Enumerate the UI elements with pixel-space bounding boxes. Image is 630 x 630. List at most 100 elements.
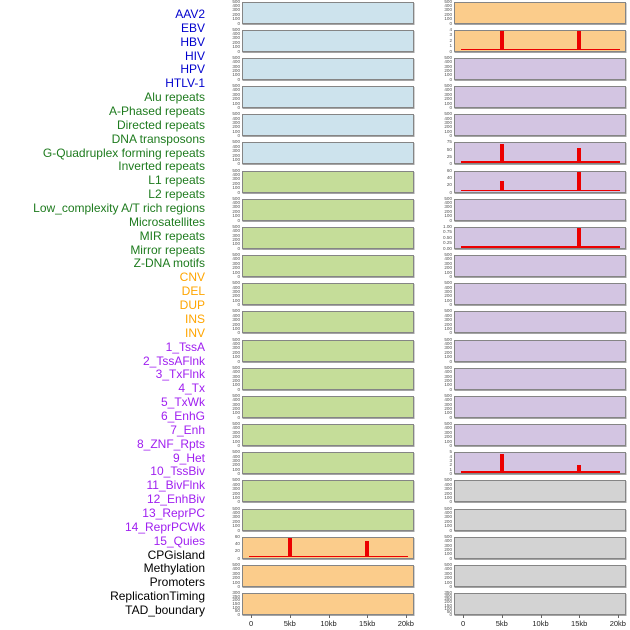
x-tick-label: 5kb: [495, 619, 508, 628]
density-panel: [454, 367, 626, 390]
y-tick-label: 0: [237, 527, 240, 533]
signal-spike: [577, 172, 581, 192]
feature-label: L2 repeats: [148, 187, 205, 202]
feature-label: 13_ReprPC: [142, 505, 205, 520]
density-panel: [454, 86, 626, 108]
y-tick-label: 500: [232, 364, 240, 370]
y-tick-label: 500: [232, 392, 240, 398]
y-tick-label: 0: [237, 414, 240, 420]
x-tick-mark: [328, 614, 330, 618]
feature-label: L1 repeats: [148, 173, 205, 188]
y-tick-label: 200: [232, 434, 240, 440]
y-tick-label: 100: [232, 185, 240, 191]
y-tick-label: 100: [444, 325, 452, 331]
density-panel: [242, 142, 414, 165]
signal-baseline: [460, 471, 621, 473]
y-tick-label: 100: [444, 523, 452, 529]
y-tick-label: 200: [232, 124, 240, 130]
x-tick-mark: [251, 614, 253, 618]
density-panel: [242, 339, 414, 362]
y-tick-label: 50: [234, 608, 240, 614]
y-tick-label: 0: [237, 217, 240, 223]
feature-label: HPV: [180, 62, 205, 77]
y-tick-label: 300: [444, 204, 452, 210]
y-tick-label: 400: [232, 228, 240, 234]
density-panel: [242, 536, 414, 559]
y-tick-label: 60: [446, 167, 452, 173]
signal-spike: [577, 464, 581, 473]
x-tick-mark: [617, 614, 619, 618]
y-tick-label: 500: [444, 0, 452, 4]
density-panel: [242, 508, 414, 531]
y-tick-label: 500: [232, 139, 240, 145]
x-tick-label: 10kb: [532, 619, 549, 628]
y-tick-label: 400: [444, 2, 452, 8]
y-tick-label: 50: [446, 608, 452, 614]
y-tick-label: 250: [232, 593, 240, 599]
y-tick-label: 3: [449, 32, 452, 38]
y-tick-label: 500: [444, 252, 452, 258]
y-tick-label: 300: [232, 148, 240, 154]
y-tick-label: 200: [232, 39, 240, 45]
y-tick-label: 400: [444, 538, 452, 544]
y-tick-label: 300: [232, 570, 240, 576]
y-tick-label: 200: [232, 96, 240, 102]
y-tick-label: 0: [449, 189, 452, 195]
y-tick-label: 2: [449, 462, 452, 468]
y-tick-label: 0: [449, 386, 452, 392]
y-tick-label: 100: [232, 354, 240, 360]
y-tick-label: 20: [446, 182, 452, 188]
y-tick-label: 200: [232, 575, 240, 581]
signal-baseline: [460, 48, 621, 51]
y-tick-label: 100: [232, 297, 240, 303]
density-panel: [242, 452, 414, 475]
y-tick-label: 2: [449, 37, 452, 43]
y-tick-label: 500: [232, 477, 240, 483]
y-tick-label: 200: [444, 377, 452, 383]
signal-spike: [500, 143, 504, 163]
y-tick-label: 400: [444, 340, 452, 346]
y-tick-label: 100: [232, 382, 240, 388]
y-tick-label: 100: [232, 410, 240, 416]
y-tick-label: 100: [232, 100, 240, 106]
y-tick-label: 200: [232, 208, 240, 214]
y-tick-label: 300: [232, 345, 240, 351]
feature-label: CPGisland: [147, 547, 205, 562]
y-tick-label: 100: [444, 410, 452, 416]
y-tick-label: 400: [444, 87, 452, 93]
y-tick-label: 300: [444, 486, 452, 492]
y-tick-label: 200: [444, 11, 452, 17]
y-tick-label: 300: [232, 289, 240, 294]
y-tick-label: 500: [444, 505, 452, 511]
feature-label: DUP: [179, 298, 205, 313]
feature-label: A-Phased repeats: [108, 104, 205, 119]
feature-label: 5_TxWk: [160, 395, 205, 410]
signal-spike: [500, 31, 504, 51]
y-tick-label: 200: [232, 518, 240, 524]
y-tick-label: 1.00: [443, 223, 452, 229]
y-tick-label: 4: [449, 453, 452, 459]
y-tick-label: 0: [449, 76, 452, 82]
y-tick-label: 0.00: [443, 245, 452, 251]
y-tick-label: 500: [444, 280, 452, 286]
y-tick-label: 300: [232, 590, 240, 596]
y-tick-label: 200: [444, 406, 452, 412]
y-tick-label: 200: [444, 293, 452, 299]
y-tick-label: 300: [232, 176, 240, 182]
y-tick-label: 350: [444, 590, 452, 596]
y-tick-label: 0: [449, 161, 452, 167]
y-tick-label: 300: [444, 429, 452, 435]
y-tick-label: 500: [232, 449, 240, 455]
y-tick-label: 400: [232, 509, 240, 515]
y-tick-label: 0: [237, 20, 240, 26]
x-tick-mark: [540, 614, 542, 618]
y-tick-label: 300: [232, 458, 240, 464]
y-tick-label: 0: [449, 414, 452, 420]
density-panel: [454, 170, 626, 193]
feature-label: TAD_boundary: [125, 602, 205, 617]
y-tick-label: 0: [237, 471, 240, 477]
y-tick-label: 400: [444, 397, 452, 403]
x-tick-label: 5kb: [283, 619, 296, 628]
y-tick-label: 100: [232, 156, 240, 162]
y-tick-label: 500: [232, 83, 240, 88]
